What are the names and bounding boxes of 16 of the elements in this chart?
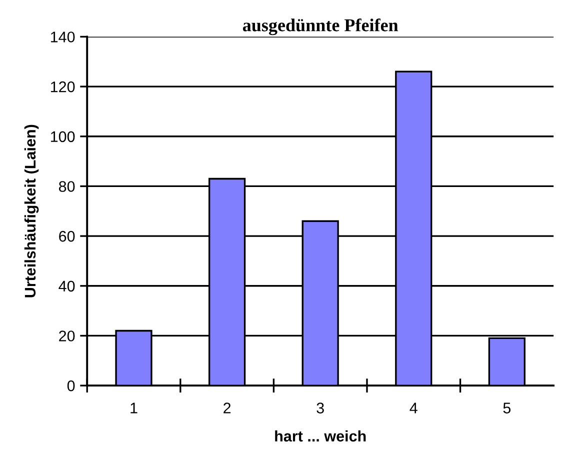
y-tick-label: 20 [59, 330, 75, 342]
y-tick-label: 60 [59, 230, 75, 242]
y-tick-label: 140 [50, 32, 75, 42]
y-tick-label: 120 [50, 81, 75, 92]
y-tick-label: 40 [58, 280, 75, 292]
x-tick-label: 4 [410, 402, 418, 414]
y-axis-title: Urteilshäufigkeit (Laien) [24, 124, 39, 298]
x-tick-label: 2 [224, 402, 231, 414]
y-tick-label: 0 [67, 380, 75, 392]
y-tick-label: 100 [50, 131, 75, 142]
x-tick-label: 3 [316, 402, 324, 414]
x-tick-label: 5 [503, 402, 511, 414]
y-tick-label: 80 [58, 181, 75, 192]
x-tick-label: 1 [130, 402, 138, 414]
x-axis-title: hart ... weich [275, 430, 366, 442]
chart-title: ausgedünnte Pfeifen [242, 18, 398, 36]
